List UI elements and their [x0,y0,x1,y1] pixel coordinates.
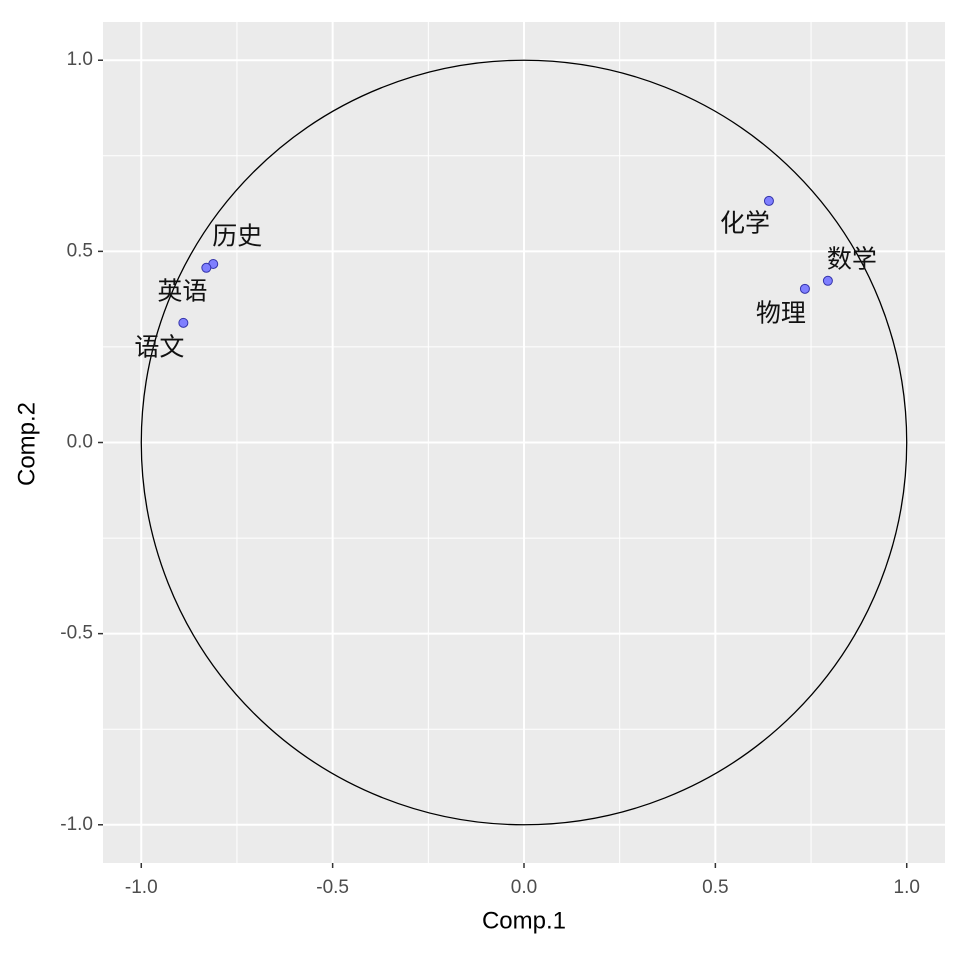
y-tick-label: 0.5 [67,240,93,261]
point [201,262,212,273]
y-tick-label: -0.5 [60,623,93,644]
y-tick-label: 1.0 [67,49,93,70]
y-tick-label: -1.0 [60,814,93,835]
point-label: 物理 [756,298,806,327]
point-label: 语文 [134,332,184,361]
point [178,317,189,328]
x-tick-label: 1.0 [894,877,920,898]
y-tick-label: 0.0 [67,432,93,453]
point-label: 历史 [212,221,262,250]
x-tick-label: -1.0 [125,877,158,898]
x-tick-label: 0.0 [511,877,537,898]
x-axis-title: Comp.1 [482,907,566,934]
point-label: 数学 [827,244,877,273]
point-label: 化学 [720,208,770,237]
x-tick-label: 0.5 [702,877,728,898]
y-axis-title: Comp.2 [13,402,40,486]
point [763,195,774,206]
point [822,275,833,286]
point-label: 英语 [157,276,207,305]
x-tick-label: -0.5 [316,877,349,898]
reference-circle [140,59,908,826]
point [799,283,810,294]
